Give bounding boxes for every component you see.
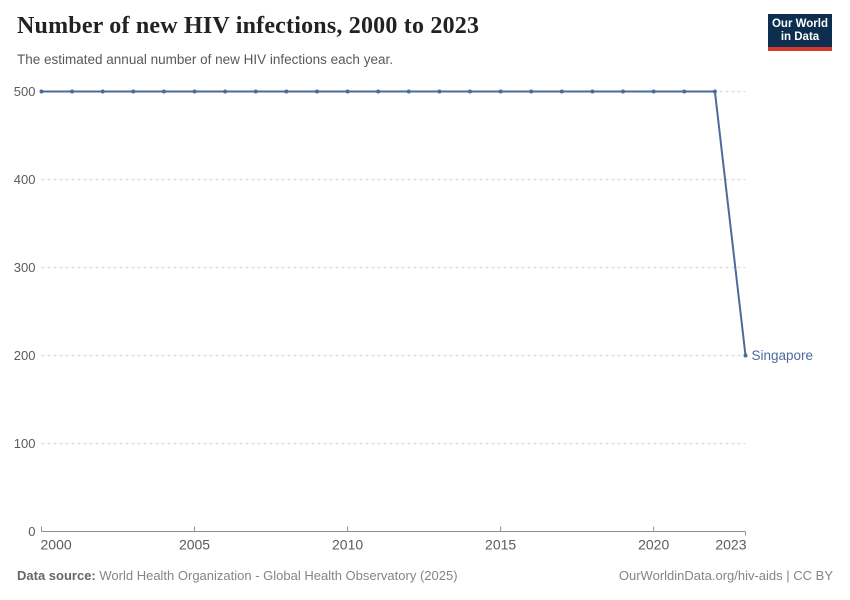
data-point-singapore-2011[interactable] — [376, 89, 381, 94]
data-point-singapore-2002[interactable] — [100, 89, 105, 94]
data-source: Data source: World Health Organization -… — [17, 568, 458, 583]
y-tick-label-100: 100 — [14, 436, 36, 451]
data-point-singapore-2003[interactable] — [131, 89, 136, 94]
data-point-singapore-2005[interactable] — [192, 89, 197, 94]
data-point-singapore-2018[interactable] — [590, 89, 595, 94]
data-point-singapore-2009[interactable] — [314, 89, 319, 94]
data-source-label: Data source: — [17, 568, 96, 583]
x-tick-label-2023: 2023 — [715, 537, 746, 553]
data-point-singapore-2006[interactable] — [223, 89, 228, 94]
x-tick-label-2000: 2000 — [41, 537, 72, 553]
chart-subtitle: The estimated annual number of new HIV i… — [17, 52, 393, 67]
data-point-singapore-2004[interactable] — [161, 89, 166, 94]
data-point-singapore-2020[interactable] — [651, 89, 656, 94]
owid-logo-line2: in Data — [780, 31, 820, 43]
series-label-singapore[interactable]: Singapore — [752, 348, 814, 363]
data-point-singapore-2010[interactable] — [345, 89, 350, 94]
data-point-singapore-2008[interactable] — [284, 89, 289, 94]
data-point-singapore-2015[interactable] — [498, 89, 503, 94]
x-tick-label-2015: 2015 — [485, 537, 516, 553]
data-point-singapore-2014[interactable] — [468, 89, 473, 94]
data-point-singapore-2001[interactable] — [70, 89, 75, 94]
data-point-singapore-2023[interactable] — [743, 353, 748, 358]
data-point-singapore-2000[interactable] — [39, 89, 44, 94]
chart-footer: Data source: World Health Organization -… — [17, 568, 833, 583]
data-point-singapore-2012[interactable] — [406, 89, 411, 94]
x-tick-label-2020: 2020 — [638, 537, 669, 553]
y-tick-label-200: 200 — [14, 348, 36, 363]
x-tick-label-2010: 2010 — [332, 537, 363, 553]
series-line-singapore[interactable] — [40, 90, 747, 357]
data-point-singapore-2021[interactable] — [682, 89, 687, 94]
credit-link[interactable]: OurWorldinData.org/hiv-aids | CC BY — [618, 568, 833, 583]
owid-logo[interactable]: Our World in Data — [768, 14, 832, 51]
chart-title: Number of new HIV infections, 2000 to 20… — [17, 13, 480, 39]
data-source-text: World Health Organization - Global Healt… — [99, 568, 458, 583]
data-point-singapore-2016[interactable] — [529, 89, 534, 94]
x-tick-label-2005: 2005 — [179, 537, 210, 553]
y-tick-label-500: 500 — [14, 84, 36, 99]
data-point-singapore-2019[interactable] — [621, 89, 626, 94]
data-point-singapore-2013[interactable] — [437, 89, 442, 94]
data-point-singapore-2017[interactable] — [559, 89, 564, 94]
data-point-singapore-2022[interactable] — [712, 89, 717, 94]
y-tick-label-300: 300 — [14, 260, 36, 275]
y-tick-label-400: 400 — [14, 172, 36, 187]
data-point-singapore-2007[interactable] — [253, 89, 258, 94]
owid-logo-line1: Our World — [771, 18, 828, 30]
y-tick-label-0: 0 — [28, 524, 35, 539]
